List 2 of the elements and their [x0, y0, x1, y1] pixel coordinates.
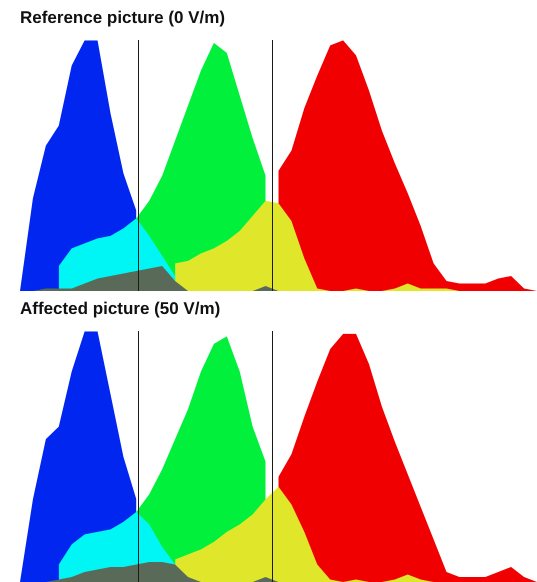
- chart-title: Affected picture (50 V/m): [20, 298, 220, 318]
- chart-title: Reference picture (0 V/m): [20, 8, 226, 27]
